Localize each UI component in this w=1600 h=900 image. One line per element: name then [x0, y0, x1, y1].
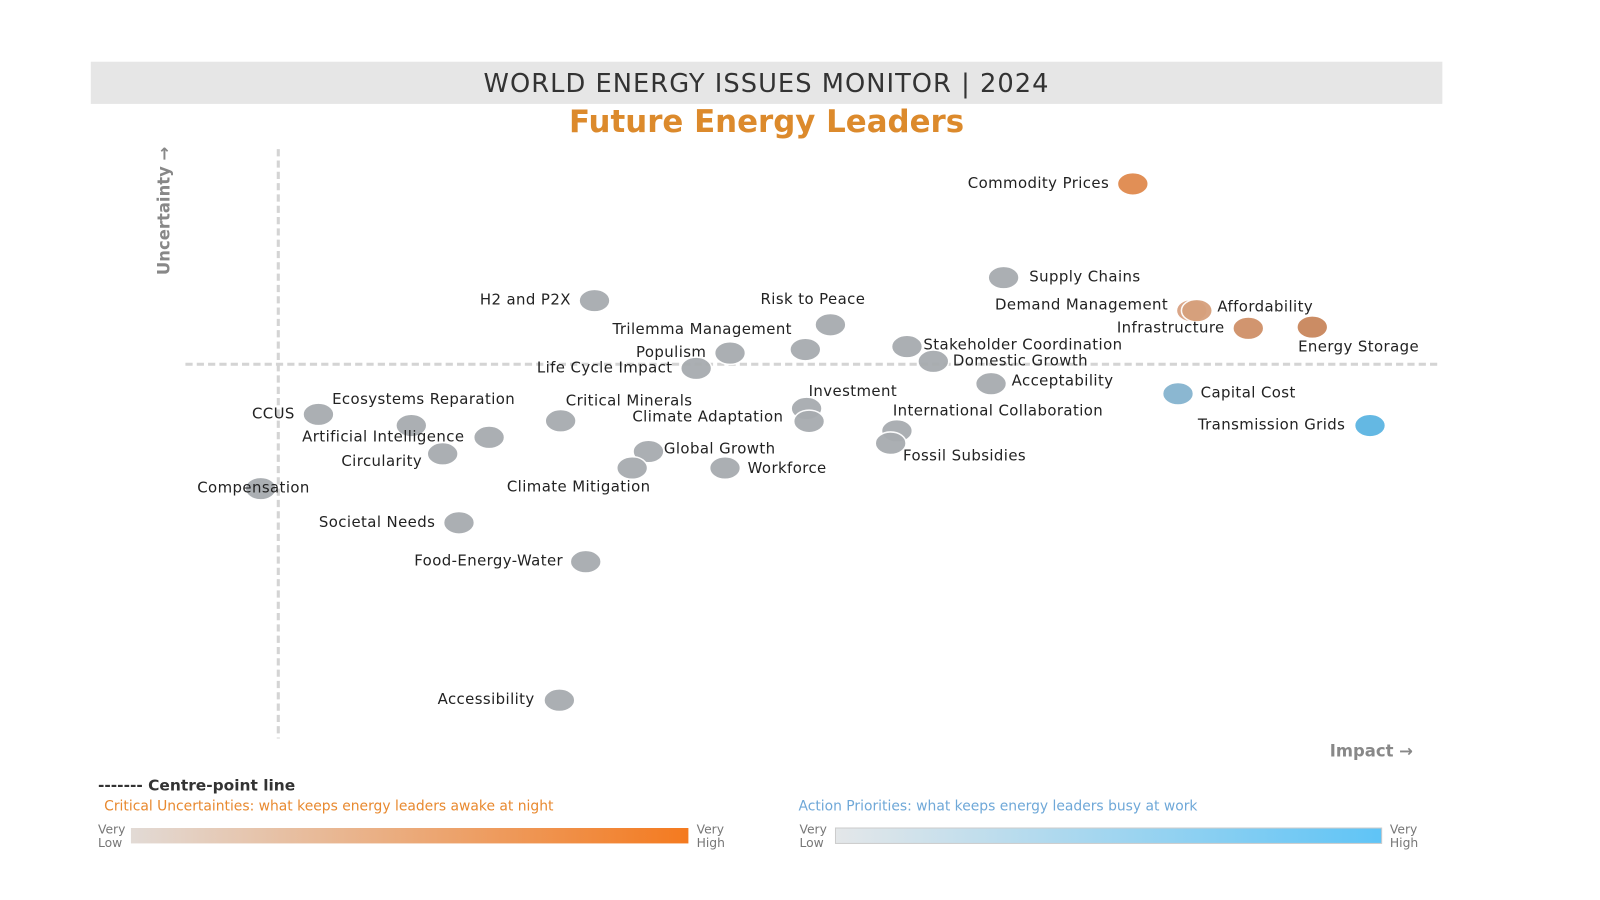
issue-dot: [1116, 171, 1150, 197]
issue-label: Infrastructure: [1117, 318, 1225, 336]
issue-dot: [544, 408, 577, 433]
issue-label: Critical Minerals: [566, 391, 693, 409]
scale-high: High: [1390, 836, 1418, 850]
critical-legend: Critical Uncertainties: what keeps energ…: [104, 798, 554, 814]
issue-label: Risk to Peace: [761, 290, 866, 308]
issue-label: Fossil Subsidies: [903, 447, 1026, 465]
issue-dot: [814, 312, 847, 337]
issue-dot: [1353, 413, 1387, 438]
issue-dot: [974, 371, 1008, 396]
chart-subtitle: Future Energy Leaders: [569, 104, 964, 140]
issue-dot: [679, 356, 713, 381]
issue-label: Stakeholder Coordination: [923, 336, 1122, 354]
issue-dot: [632, 439, 665, 464]
critical-scale: [130, 828, 689, 844]
chart-title: WORLD ENERGY ISSUES MONITOR | 2024: [484, 69, 1050, 99]
issue-label: Compensation: [197, 479, 310, 497]
issue-label: Populism: [636, 343, 706, 361]
issue-dot: [1161, 381, 1195, 406]
action-scale: [834, 827, 1383, 844]
scale-high: Very: [1390, 823, 1417, 837]
action-legend: Action Priorities: what keeps energy lea…: [798, 798, 1197, 814]
issue-dot: [890, 334, 924, 359]
issue-dot: [874, 431, 907, 456]
plot-area: Commodity Prices Supply Chains Demand Mana…: [185, 149, 1441, 739]
issue-label: Capital Cost: [1201, 384, 1296, 402]
issue-label: Transmission Grids: [1197, 416, 1346, 434]
issue-dot: [426, 441, 459, 466]
scale-low: Low: [799, 836, 823, 850]
issue-dot: [569, 549, 602, 574]
issue-label: Trilemma Management: [612, 320, 792, 338]
title-band: [90, 61, 1443, 104]
scale-labels: Very Low Very High Very Low Very High: [98, 823, 1418, 850]
issue-label: Demand Management: [995, 295, 1168, 313]
issue-dot: [615, 455, 649, 481]
x-axis-label: Impact →: [1330, 741, 1413, 760]
issue-label: International Collaboration: [893, 401, 1103, 419]
issue-dot: [713, 340, 747, 366]
issue-label: Energy Storage: [1298, 338, 1419, 356]
issue-dot: [442, 510, 476, 535]
issue-label: Commodity Prices: [968, 174, 1109, 192]
issue-label: Ecosystems Reparation: [332, 390, 515, 408]
issue-dot: [708, 455, 742, 481]
issue-label: Accessibility: [438, 690, 535, 708]
centre-line-legend: ------- Centre-point line: [98, 776, 295, 794]
issue-dot: [244, 476, 277, 501]
issue-dot: [1232, 316, 1265, 341]
issue-label: Affordability: [1217, 298, 1313, 316]
issue-label: Food-Energy-Water: [414, 552, 563, 570]
issue-label: Circularity: [341, 452, 422, 470]
issue-dot: [578, 288, 611, 313]
issue-dot: [987, 265, 1020, 290]
scale-high: Very: [697, 823, 724, 837]
issue-dot: [472, 425, 506, 450]
y-axis-label: Uncertainty →: [154, 147, 173, 275]
issue-label: Artificial Intelligence: [302, 427, 464, 445]
issue-label: Global Growth: [664, 439, 776, 457]
issue-dot: [792, 409, 826, 434]
issue-label: CCUS: [252, 404, 295, 422]
issue-dot: [1296, 315, 1329, 340]
issue-label: Investment: [809, 382, 898, 400]
issue-label: Workforce: [748, 459, 827, 477]
scale-low: Low: [98, 836, 122, 850]
issue-label: H2 and P2X: [480, 291, 571, 309]
issue-dot: [789, 337, 822, 362]
issue-label: Climate Adaptation: [632, 407, 783, 425]
issue-dot: [302, 402, 335, 427]
issue-dot: [1180, 298, 1214, 323]
scale-high: High: [697, 836, 725, 850]
issue-dot: [917, 349, 950, 374]
scale-low: Very: [799, 823, 826, 837]
scale-low: Very: [98, 823, 125, 837]
issue-label: Domestic Growth: [953, 351, 1088, 369]
issue-label: Supply Chains: [1029, 268, 1140, 286]
issue-label: Life Cycle Impact: [537, 358, 673, 376]
issue-label: Climate Mitigation: [507, 478, 651, 496]
issue-label: Societal Needs: [319, 513, 435, 531]
issue-dot: [395, 413, 428, 438]
issue-label: Acceptability: [1012, 372, 1114, 390]
issue-dot: [543, 688, 576, 713]
